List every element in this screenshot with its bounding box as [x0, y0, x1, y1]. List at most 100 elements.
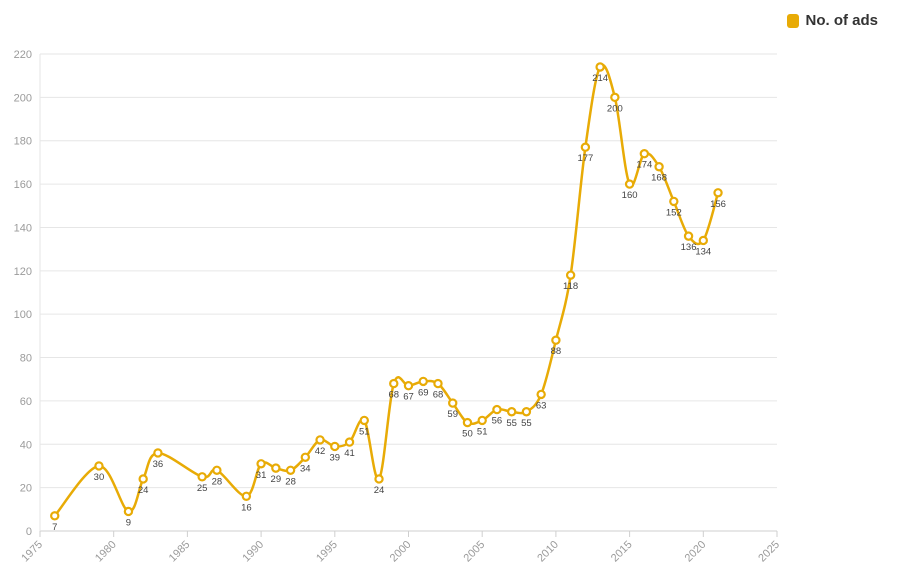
data-label: 42 — [315, 446, 326, 457]
data-label: 160 — [622, 190, 638, 201]
data-point[interactable] — [669, 196, 679, 207]
data-label: 68 — [388, 390, 399, 401]
x-tick: 2010 — [535, 539, 561, 565]
data-point[interactable] — [153, 448, 163, 458]
data-label: 39 — [330, 452, 341, 463]
x-tick: 1990 — [240, 539, 266, 565]
data-point[interactable] — [50, 511, 60, 521]
data-point[interactable] — [197, 472, 207, 482]
data-point[interactable] — [506, 407, 517, 417]
data-point[interactable] — [241, 491, 252, 502]
data-label: 36 — [153, 459, 164, 470]
data-label: 134 — [695, 246, 711, 257]
data-point[interactable] — [683, 231, 694, 241]
data-point[interactable] — [595, 62, 605, 72]
legend[interactable]: No. of ads — [787, 12, 878, 29]
data-point[interactable] — [315, 435, 325, 445]
x-tick-label: 2000 — [388, 539, 414, 565]
y-tick: 40 — [20, 439, 32, 451]
y-tick: 60 — [20, 396, 32, 408]
data-point[interactable] — [610, 92, 620, 103]
data-point[interactable] — [492, 404, 502, 415]
x-tick-label: 2015 — [609, 539, 635, 565]
data-point[interactable] — [565, 270, 576, 280]
data-point[interactable] — [448, 398, 458, 408]
data-label: 88 — [551, 346, 562, 357]
data-label: 50 — [462, 429, 473, 440]
data-label: 16 — [241, 502, 252, 513]
data-point[interactable] — [300, 452, 311, 462]
data-point[interactable] — [359, 415, 369, 426]
data-label: 24 — [374, 485, 385, 496]
y-tick-label: 20 — [20, 483, 32, 495]
data-point[interactable] — [580, 142, 591, 152]
data-point[interactable] — [654, 162, 664, 172]
data-label: 31 — [256, 470, 267, 481]
legend-swatch — [787, 13, 800, 28]
y-tick-label: 0 — [26, 526, 32, 538]
data-label: 41 — [344, 448, 355, 459]
data-point[interactable] — [521, 407, 532, 417]
data-point[interactable] — [256, 459, 266, 469]
x-tick-label: 1995 — [314, 539, 340, 565]
y-tick: 180 — [14, 136, 32, 148]
x-tick: 1975 — [19, 539, 45, 565]
data-point[interactable] — [418, 376, 428, 387]
y-tick-label: 120 — [14, 266, 32, 278]
x-tick: 1995 — [314, 539, 340, 565]
data-point[interactable] — [536, 389, 546, 400]
data-label: 69 — [418, 387, 429, 398]
x-tick: 2000 — [388, 539, 414, 565]
data-point[interactable] — [624, 179, 635, 189]
data-point[interactable] — [639, 149, 650, 159]
data-point[interactable] — [551, 335, 561, 345]
data-label: 168 — [651, 173, 667, 184]
grid-lines — [39, 53, 777, 532]
y-tick-label: 100 — [14, 309, 32, 321]
data-point[interactable] — [698, 235, 709, 246]
x-tick-label: 1980 — [93, 539, 119, 565]
x-tick: 1985 — [167, 539, 193, 565]
data-label: 55 — [521, 418, 532, 429]
y-tick: 140 — [14, 222, 32, 234]
data-point[interactable] — [477, 415, 487, 426]
data-label: 51 — [359, 426, 370, 437]
data-point[interactable] — [138, 474, 148, 484]
y-tick: 220 — [14, 49, 32, 61]
y-tick: 200 — [14, 92, 32, 104]
data-label: 9 — [126, 517, 131, 528]
x-tick-label: 2005 — [462, 539, 488, 565]
data-label: 59 — [447, 409, 458, 420]
series-line — [53, 63, 720, 517]
y-tick-label: 80 — [20, 353, 32, 365]
data-point[interactable] — [330, 441, 340, 452]
data-point[interactable] — [212, 465, 222, 475]
data-label: 55 — [506, 418, 517, 429]
data-point[interactable] — [713, 188, 723, 198]
x-tick: 1980 — [93, 539, 119, 565]
x-axis: 1975 1980 1985 1990 1995 2000 2005 2010 2015 2020… — [19, 531, 782, 564]
data-point[interactable] — [462, 417, 473, 428]
x-tick: 2015 — [609, 539, 635, 565]
y-tick: 0 — [26, 526, 32, 538]
data-label: 30 — [94, 472, 105, 483]
data-point[interactable] — [344, 437, 355, 447]
y-tick-label: 220 — [14, 49, 32, 61]
data-point[interactable] — [403, 381, 414, 391]
data-point[interactable] — [389, 378, 399, 389]
data-label: 25 — [197, 483, 208, 494]
data-label: 68 — [433, 390, 444, 401]
data-label: 156 — [710, 199, 726, 210]
x-tick: 2025 — [756, 539, 782, 565]
data-point[interactable] — [374, 474, 384, 484]
data-point[interactable] — [123, 506, 134, 517]
data-point[interactable] — [285, 465, 296, 475]
y-tick-label: 40 — [20, 439, 32, 451]
data-point[interactable] — [433, 378, 443, 389]
data-label: 152 — [666, 207, 682, 218]
data-point[interactable] — [94, 461, 104, 471]
data-label: 28 — [212, 476, 223, 487]
data-label: 200 — [607, 103, 623, 114]
data-point[interactable] — [271, 463, 281, 473]
